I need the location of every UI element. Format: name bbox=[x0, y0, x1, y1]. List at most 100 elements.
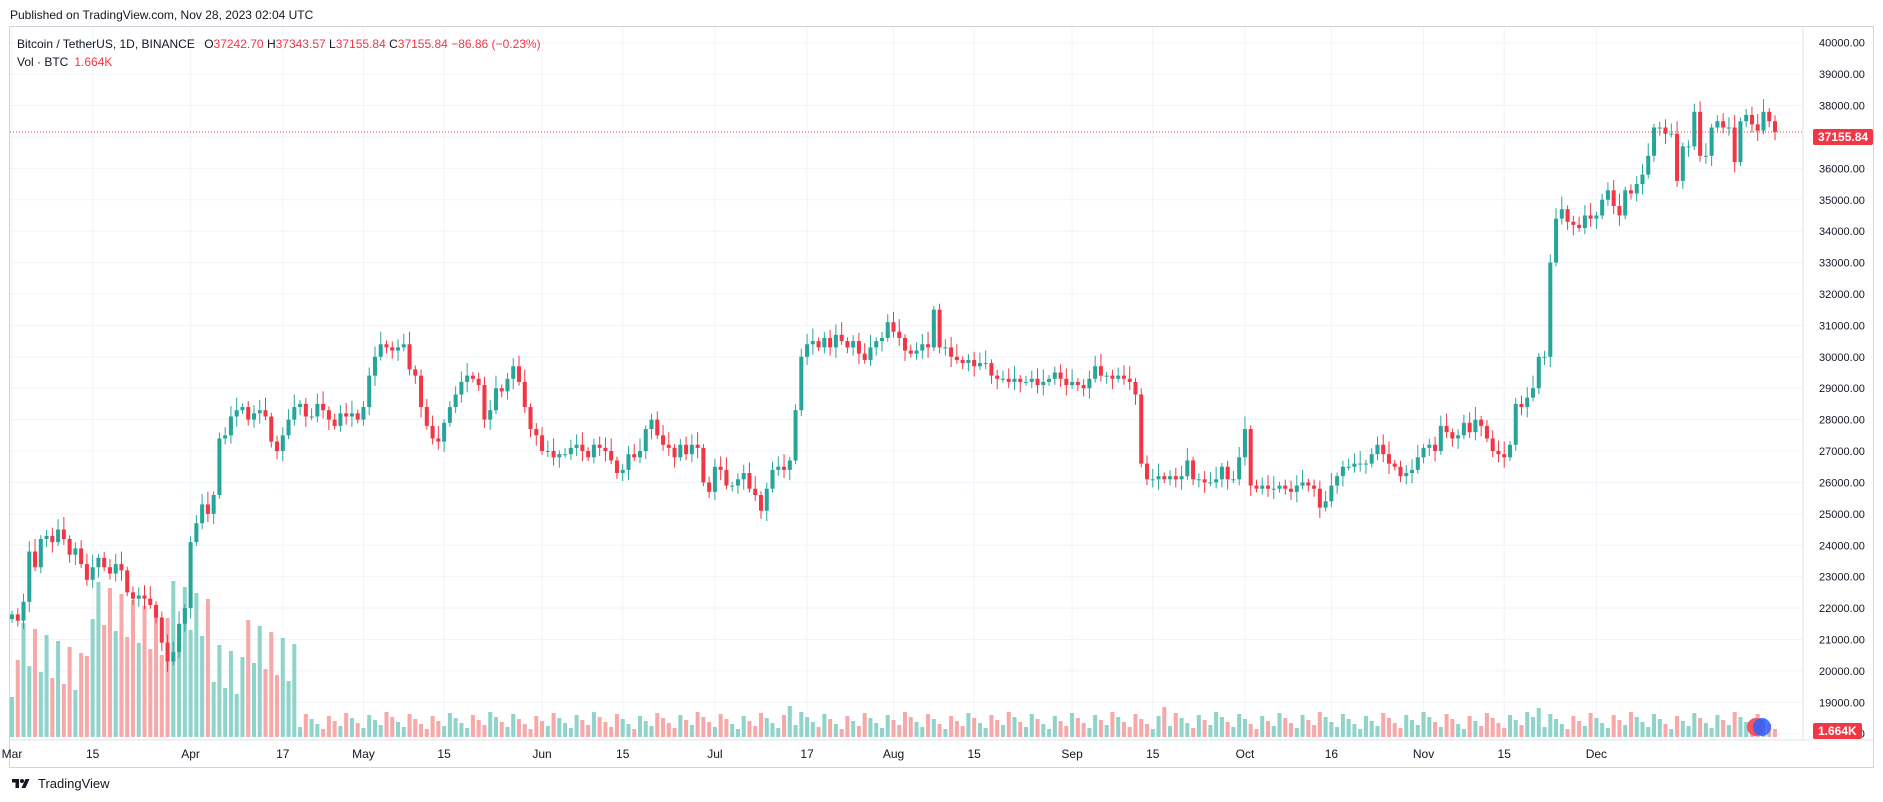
candle-body bbox=[234, 410, 239, 417]
candle-body bbox=[263, 410, 268, 417]
candle-body bbox=[1582, 215, 1587, 229]
candle-body bbox=[27, 551, 32, 602]
volume-bar bbox=[56, 641, 61, 737]
candle-body bbox=[142, 595, 147, 599]
volume-bar bbox=[580, 720, 585, 737]
candle-body bbox=[1133, 381, 1138, 395]
volume-bar bbox=[1519, 725, 1524, 737]
candle-body bbox=[90, 567, 95, 580]
candle-body bbox=[874, 341, 879, 348]
candle-body bbox=[782, 466, 787, 470]
volume-bar bbox=[1640, 722, 1645, 737]
y-tick-label: 33000.00 bbox=[1819, 258, 1865, 270]
candle-body bbox=[355, 413, 360, 420]
candle-body bbox=[442, 422, 447, 442]
candle-body bbox=[1433, 444, 1438, 452]
volume-bar bbox=[770, 723, 775, 737]
candle-body bbox=[1450, 432, 1455, 439]
volume-bar bbox=[1427, 717, 1432, 737]
candle-body bbox=[33, 551, 38, 568]
symbol-label[interactable]: Bitcoin / TetherUS, 1D, BINANCE bbox=[17, 37, 195, 51]
candle-body bbox=[770, 469, 775, 489]
volume-bar bbox=[782, 715, 787, 737]
volume-bar bbox=[390, 717, 395, 737]
x-tick-label: 16 bbox=[1325, 747, 1339, 761]
candle-body bbox=[1156, 476, 1161, 480]
volume-bar bbox=[926, 714, 931, 737]
candle-body bbox=[1289, 488, 1294, 492]
volume-bar bbox=[1577, 721, 1582, 737]
volume-bar bbox=[1289, 723, 1294, 737]
volume-bar bbox=[1214, 712, 1219, 737]
candle-body bbox=[1191, 460, 1196, 480]
volume-bar bbox=[1248, 724, 1253, 737]
candle-body bbox=[107, 567, 112, 574]
volume-bar bbox=[430, 716, 435, 737]
x-tick-label: 15 bbox=[437, 747, 451, 761]
candle-body bbox=[557, 454, 562, 458]
footer-brand[interactable]: TradingView bbox=[10, 776, 110, 791]
volume-bar bbox=[476, 720, 481, 737]
candle-body bbox=[540, 435, 545, 452]
x-tick-label: 15 bbox=[967, 747, 981, 761]
volume-bar bbox=[661, 718, 666, 737]
candle-body bbox=[885, 322, 890, 338]
candle-body bbox=[718, 466, 723, 470]
candle-body bbox=[672, 447, 677, 458]
volume-bar bbox=[1265, 721, 1271, 737]
candle-body bbox=[1012, 378, 1017, 382]
volume-bar bbox=[758, 713, 764, 737]
candle-body bbox=[1098, 366, 1103, 376]
candle-body bbox=[240, 407, 245, 411]
volume-bar bbox=[983, 728, 988, 737]
volume-bar bbox=[568, 728, 573, 737]
y-tick-label: 19000.00 bbox=[1819, 697, 1865, 709]
volume-bar bbox=[1375, 726, 1380, 737]
candle-body bbox=[465, 375, 470, 382]
x-tick-label: 15 bbox=[86, 747, 100, 761]
candle-body bbox=[50, 535, 55, 543]
y-tick-label: 27000.00 bbox=[1819, 446, 1865, 458]
volume-bar bbox=[943, 729, 948, 737]
volume-bar bbox=[1594, 718, 1599, 737]
volume-bar bbox=[1738, 717, 1743, 737]
candle-body bbox=[1554, 218, 1559, 263]
candle-body bbox=[747, 473, 752, 489]
volume-bar bbox=[1271, 726, 1276, 737]
volume-bar bbox=[1202, 720, 1207, 737]
volume-bar bbox=[344, 713, 349, 737]
candle-body bbox=[130, 592, 136, 599]
candle-body bbox=[459, 381, 464, 395]
volume-bar bbox=[275, 675, 280, 737]
y-tick-label: 30000.00 bbox=[1819, 352, 1865, 364]
candle-body bbox=[949, 347, 954, 357]
last-price-badge: 37155.84 bbox=[1813, 129, 1874, 145]
volume-bar bbox=[130, 600, 136, 737]
volume-bar bbox=[551, 713, 556, 737]
candle-body bbox=[1254, 485, 1259, 489]
candle-body bbox=[522, 381, 527, 408]
volume-bar bbox=[908, 717, 913, 737]
candle-body bbox=[868, 347, 873, 360]
candle-body bbox=[1536, 356, 1541, 389]
volume-bar bbox=[1698, 718, 1703, 737]
volume-bar bbox=[15, 660, 20, 737]
volume-bar bbox=[1715, 715, 1720, 737]
volume-bar bbox=[1605, 728, 1610, 737]
candle-body bbox=[856, 341, 861, 354]
candle-body bbox=[154, 604, 159, 618]
volume-bar bbox=[1035, 719, 1040, 737]
volume-bar bbox=[361, 728, 366, 737]
volume-bar bbox=[879, 728, 884, 737]
volume-bar bbox=[1531, 717, 1536, 737]
volume-bar bbox=[995, 720, 1000, 737]
candle-body bbox=[1294, 485, 1299, 492]
volume-bar bbox=[413, 719, 418, 737]
volume-bar bbox=[689, 725, 694, 737]
volume-bar bbox=[1306, 720, 1311, 737]
volume-bar bbox=[1150, 729, 1155, 737]
volume-bar bbox=[303, 714, 308, 737]
candle-body bbox=[246, 407, 251, 420]
volume-bar bbox=[234, 694, 239, 737]
